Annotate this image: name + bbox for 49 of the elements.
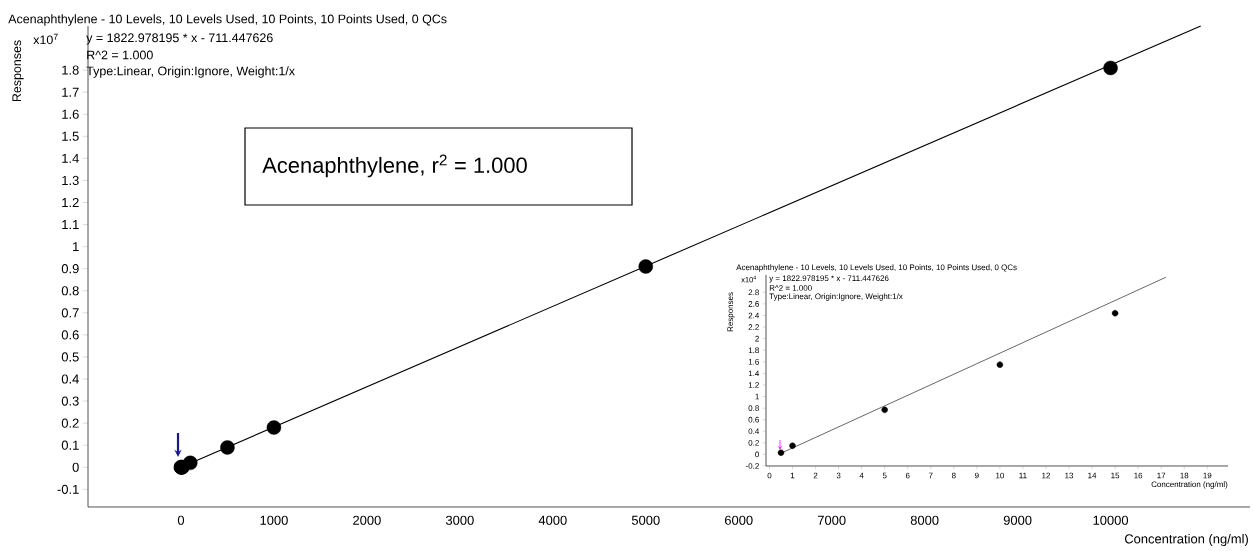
annotation: y = 1822.978195 * x - 711.447626 — [86, 33, 273, 45]
y-tick-label: 0.4 — [61, 374, 79, 384]
x-tick-label: 10000 — [1093, 515, 1129, 525]
x-tick-label: 4000 — [538, 515, 567, 525]
y-tick-label: 0 — [72, 462, 79, 472]
y-tick-label: 1.5 — [62, 131, 79, 141]
x-tick-label: 1000 — [260, 515, 288, 525]
x-tick-label: 3000 — [445, 515, 474, 525]
x-tick-label: 6000 — [724, 515, 753, 525]
y-tick-label: 1.6 — [62, 109, 79, 119]
y-tick-label: 0.6 — [61, 330, 79, 340]
y-tick-label: 1 — [73, 242, 79, 252]
y-tick-label: 0.9 — [61, 264, 79, 274]
text: x10$^{7}$ — [33, 33, 58, 45]
y-tick-label: 1.1 — [62, 220, 79, 230]
point — [220, 440, 235, 455]
y-tick-label: 0.8 — [61, 286, 79, 296]
point — [881, 406, 888, 414]
y-tick-label: 1.7 — [62, 87, 79, 97]
y-tick-label: 0.1 — [61, 440, 79, 450]
y-tick-label: 0.3 — [61, 396, 79, 406]
point — [1111, 309, 1119, 317]
y-tick-label: -0.1 — [57, 484, 79, 494]
x-axis-title: Concentration (ng/ml) — [1124, 533, 1248, 547]
chart-title: Acenaphthylene - 10 Levels, 10 Levels Used, 10 Points, 10 Points Used, 0 QCs — [8, 14, 447, 26]
y-tick-label: 0.2 — [61, 418, 79, 428]
annotation: Type:Linear, Origin:Ignore, Weight:1/x — [86, 66, 295, 78]
y-tick-label: 0.5 — [61, 352, 79, 362]
y-tick-label: 0.7 — [61, 308, 79, 318]
x-tick-label: 9000 — [1003, 515, 1032, 525]
annotation: R^2 = 1.000 — [87, 50, 153, 60]
point — [1103, 60, 1118, 76]
point — [777, 449, 785, 456]
x-tick-label: 0 — [177, 515, 185, 525]
x-tick-label: 7000 — [817, 515, 846, 525]
y-axis-title: Responses — [12, 40, 24, 102]
y-tick-label: 1.2 — [62, 197, 79, 208]
point — [638, 259, 653, 274]
y-tick-label: 1.8 — [62, 65, 79, 75]
x-tick-label: 2000 — [353, 515, 381, 525]
y-tick-label: 1.3 — [62, 175, 79, 186]
annotation: Acenaphthylene, r$^{2}$ = 1.000 — [262, 154, 527, 178]
point — [183, 455, 198, 471]
x-tick-label: 5000 — [631, 515, 660, 525]
point — [266, 420, 282, 435]
point — [996, 361, 1004, 368]
point — [789, 442, 796, 449]
y-tick-label: 1.4 — [62, 153, 79, 163]
x-tick-label: 8000 — [910, 515, 939, 525]
